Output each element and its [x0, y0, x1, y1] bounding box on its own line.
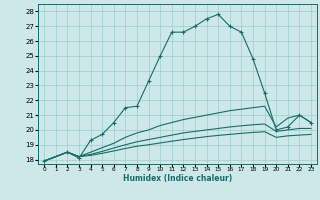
X-axis label: Humidex (Indice chaleur): Humidex (Indice chaleur) [123, 174, 232, 183]
